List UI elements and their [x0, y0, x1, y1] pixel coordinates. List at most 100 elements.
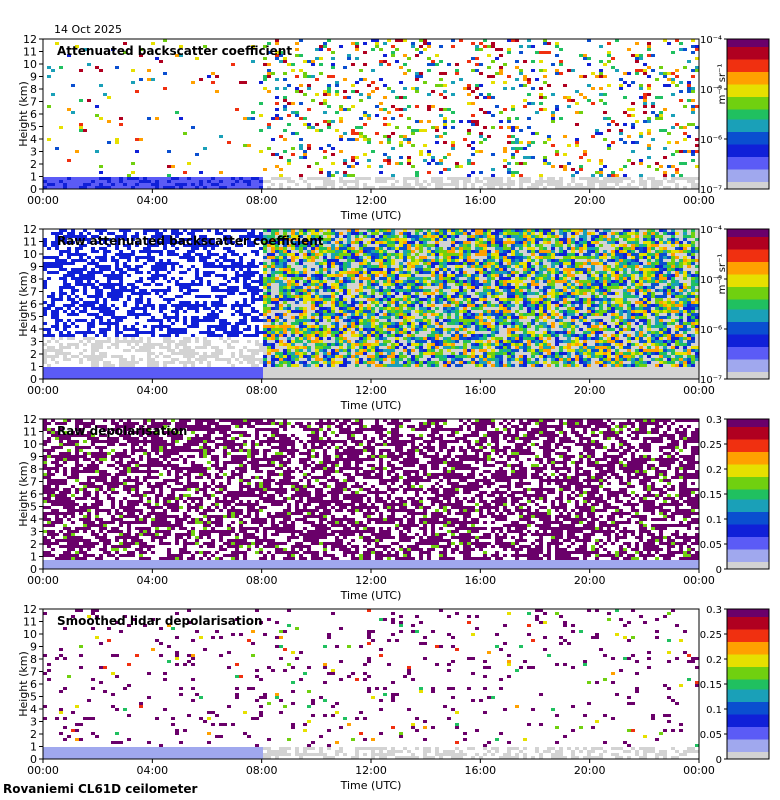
colorbar-swatch [727, 636, 769, 640]
x-tick-label: 20:00 [574, 764, 606, 777]
colorbar-tick-label: 0.05 [700, 730, 722, 741]
colorbar-swatch [727, 656, 769, 660]
colorbar-swatch [727, 719, 769, 722]
colorbar-swatch [727, 474, 769, 477]
station-footer: Rovaniemi CL61D ceilometer [3, 782, 198, 796]
colorbar-swatch [727, 69, 769, 72]
colorbar-swatch [727, 114, 769, 117]
colorbar-swatch [727, 241, 769, 245]
colorbar-swatch [727, 736, 769, 740]
colorbar-swatch [727, 131, 769, 135]
colorbar-tick-label: 10⁻⁵ [700, 275, 722, 286]
colorbar-swatch [727, 229, 769, 232]
y-tick-label: 6 [30, 108, 37, 121]
colorbar-swatch [727, 729, 769, 732]
colorbar-swatch [727, 544, 769, 547]
y-tick-label: 12 [23, 33, 37, 46]
colorbar-swatch [727, 244, 769, 247]
colorbar-swatch [727, 706, 769, 710]
y-axis-label: Height (km) [17, 461, 30, 527]
colorbar-swatch [727, 499, 769, 502]
colorbar-swatch [727, 476, 769, 480]
colorbar-swatch [727, 691, 769, 695]
panel-title: Raw attenuated backscatter coefficient [57, 234, 324, 248]
colorbar-swatch [727, 121, 769, 125]
colorbar-swatch [727, 454, 769, 457]
colorbar-swatch [727, 461, 769, 465]
y-tick-label: 4 [30, 703, 37, 716]
colorbar-swatch [727, 616, 769, 620]
colorbar-swatch [727, 559, 769, 562]
y-tick-label: 8 [30, 653, 37, 666]
colorbar-swatch [727, 644, 769, 647]
colorbar-swatch [727, 361, 769, 365]
colorbar-swatch [727, 481, 769, 485]
colorbar-swatch [727, 649, 769, 652]
x-tick-label: 20:00 [574, 384, 606, 397]
colorbar-swatch [727, 426, 769, 430]
colorbar-swatch [727, 624, 769, 627]
colorbar-swatch [727, 324, 769, 327]
colorbar-swatch [727, 549, 769, 552]
colorbar-swatch [727, 329, 769, 332]
y-tick-label: 5 [30, 501, 37, 514]
colorbar-swatch [727, 501, 769, 505]
colorbar-swatch [727, 611, 769, 615]
colorbar-swatch [727, 464, 769, 467]
colorbar-swatch [727, 614, 769, 617]
colorbar-swatch [727, 724, 769, 727]
colorbar-swatch [727, 654, 769, 657]
colorbar-swatch [727, 371, 769, 375]
y-tick-label: 11 [23, 426, 37, 439]
colorbar-tick-label: 0 [716, 755, 722, 766]
y-tick-label: 1 [30, 741, 37, 754]
colorbar-swatch [727, 551, 769, 555]
colorbar-swatch [727, 149, 769, 152]
colorbar-swatch [727, 344, 769, 347]
colorbar: 0.3 0.25 0.2 0.15 0.1 0.05 0 [700, 605, 770, 766]
colorbar-swatch [727, 301, 769, 305]
colorbar-swatch [727, 469, 769, 472]
colorbar-swatch [727, 184, 769, 187]
x-tick-label: 12:00 [355, 194, 387, 207]
colorbar-swatch [727, 554, 769, 557]
y-tick-label: 7 [30, 96, 37, 109]
colorbar-swatch [727, 541, 769, 545]
x-tick-label: 16:00 [464, 384, 496, 397]
colorbar-swatch [727, 539, 769, 542]
colorbar-swatch [727, 109, 769, 112]
colorbar-tick-label: 0.05 [700, 540, 722, 551]
colorbar-tick-label: 0.3 [706, 605, 722, 616]
colorbar-tick-label: 10⁻⁴ [700, 35, 722, 46]
colorbar-swatch [727, 234, 769, 237]
y-tick-label: 10 [23, 628, 37, 641]
colorbar-swatch [727, 514, 769, 517]
colorbar-swatch [727, 119, 769, 122]
x-tick-label: 00:00 [683, 194, 715, 207]
y-tick-label: 1 [30, 171, 37, 184]
colorbar-swatch [727, 134, 769, 137]
colorbar-tick-label: 0.15 [700, 680, 722, 691]
x-tick-label: 00:00 [683, 384, 715, 397]
colorbar-swatch [727, 494, 769, 497]
colorbar-swatch [727, 449, 769, 452]
x-axis-label: Time (UTC) [340, 779, 402, 792]
colorbar-swatch [727, 486, 769, 490]
x-tick-label: 20:00 [574, 574, 606, 587]
heatmap-texture [43, 39, 699, 189]
colorbar-swatch [727, 556, 769, 560]
colorbar-unit-label: m⁻¹ sr⁻¹ [717, 64, 728, 105]
colorbar-swatch [727, 664, 769, 667]
colorbar-swatch [727, 174, 769, 177]
colorbar-swatch [727, 81, 769, 85]
colorbar-swatch [727, 639, 769, 642]
colorbar-swatch [727, 146, 769, 150]
colorbar-swatch [727, 439, 769, 442]
colorbar-swatch [727, 366, 769, 370]
colorbar-swatch [727, 326, 769, 330]
colorbar-swatch [727, 101, 769, 105]
x-tick-label: 12:00 [355, 384, 387, 397]
colorbar-swatch [727, 164, 769, 167]
